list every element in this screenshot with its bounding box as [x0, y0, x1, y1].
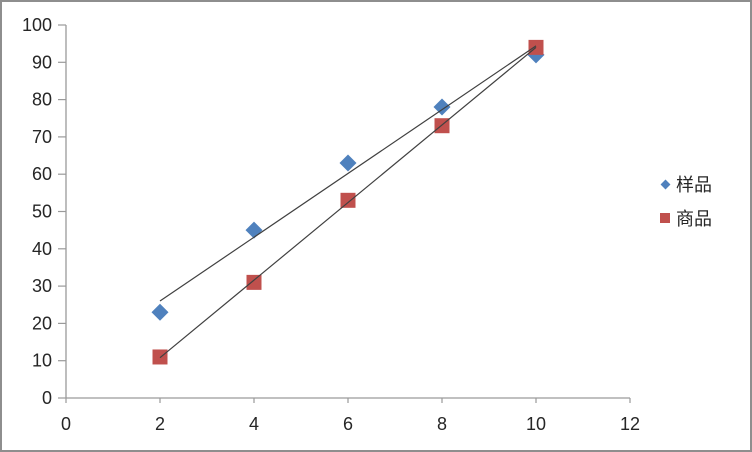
- data-point-marker[interactable]: [245, 221, 263, 239]
- legend-item-series-0[interactable]: 样品: [660, 172, 712, 196]
- y-tick-label: 100: [22, 15, 52, 35]
- square-marker-icon: [660, 213, 670, 223]
- data-point-marker[interactable]: [246, 274, 262, 290]
- data-point-marker[interactable]: [340, 192, 356, 208]
- y-tick-label: 20: [32, 313, 52, 333]
- legend-item-series-1[interactable]: 商品: [660, 206, 712, 230]
- legend-label: 样品: [676, 175, 712, 195]
- y-tick-label: 80: [32, 90, 52, 110]
- x-tick-label: 2: [155, 414, 165, 434]
- y-tick-label: 0: [42, 388, 52, 408]
- legend: 样品 商品: [660, 172, 712, 230]
- x-tick-label: 8: [437, 414, 447, 434]
- diamond-marker-icon: [660, 179, 671, 189]
- x-tick-label: 12: [620, 414, 640, 434]
- y-tick-label: 40: [32, 239, 52, 259]
- data-point-marker[interactable]: [151, 303, 169, 321]
- legend-label: 商品: [676, 209, 712, 229]
- trendline[interactable]: [159, 46, 537, 359]
- y-tick-label: 10: [32, 351, 52, 371]
- y-tick-label: 30: [32, 276, 52, 296]
- y-tick-label: 90: [32, 52, 52, 72]
- x-tick-label: 6: [343, 414, 353, 434]
- data-point-marker[interactable]: [339, 154, 357, 172]
- y-tick-label: 50: [32, 202, 52, 222]
- x-tick-label: 0: [61, 414, 71, 434]
- trendline[interactable]: [159, 45, 537, 302]
- y-tick-label: 70: [32, 127, 52, 147]
- data-point-marker[interactable]: [433, 98, 451, 116]
- x-tick-label: 10: [526, 414, 546, 434]
- x-tick-label: 4: [249, 414, 259, 434]
- y-tick-label: 60: [32, 164, 52, 184]
